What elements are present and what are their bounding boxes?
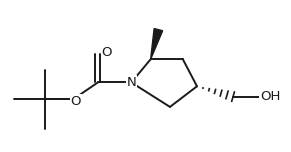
Text: O: O [102, 46, 112, 59]
Text: OH: OH [260, 90, 281, 103]
Text: N: N [127, 76, 136, 89]
Polygon shape [151, 29, 163, 59]
Text: O: O [71, 95, 81, 108]
